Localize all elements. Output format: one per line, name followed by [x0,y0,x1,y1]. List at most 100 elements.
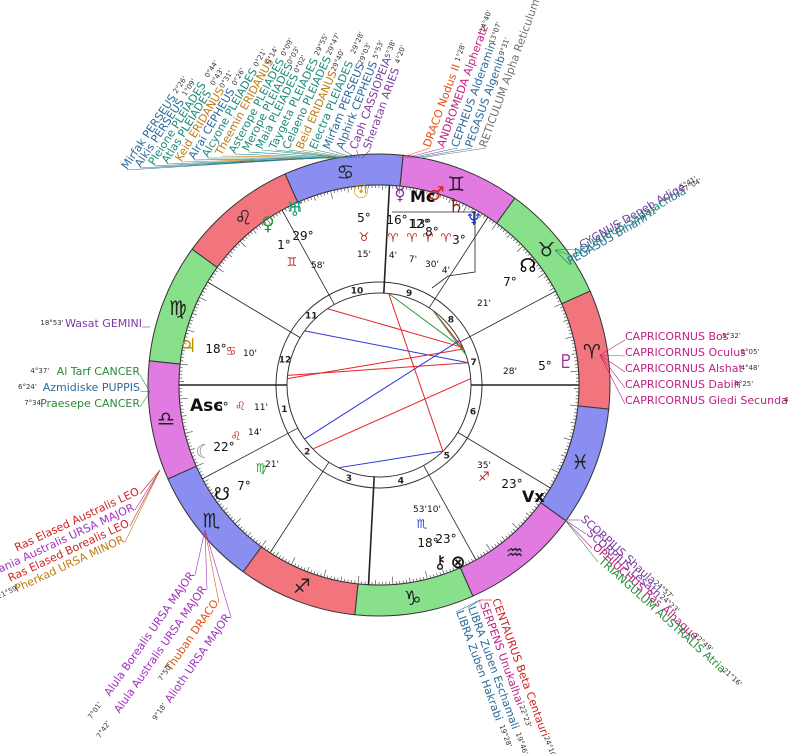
taurus-glyph-icon: ♉ [538,237,556,261]
leader-line [204,529,232,618]
cancer-glyph-icon: ♋ [336,160,354,184]
mercury-degree: 16° [386,213,407,227]
aspect-line [432,310,467,356]
mars-sign-icon: ♈ [407,231,418,245]
leader-line [315,149,353,159]
leader-line [554,249,577,258]
fixed-star-degree: 24°10' [542,735,557,754]
jupiter-minute: 10' [243,349,257,359]
neptune-minute: 4' [442,266,450,276]
fixed-star-degree: 5°32' [722,332,741,340]
fixed-star-degree: 5°05' [741,348,760,356]
fixed-star-name: CAPRICORNUS Dabih [625,378,741,391]
leader-line [409,147,459,159]
fixed-star-name: CAPRICORNUS Giedi Secunda [625,394,788,407]
fixed-star-name: CAPRICORNUS Oculus [625,346,746,359]
leader-line [139,390,151,393]
south-node-minute: 21' [265,460,279,470]
sun-sign-icon: ♉ [359,230,370,244]
house-number-1: 1 [281,405,287,415]
house-cusp-line [383,185,391,294]
virgo-glyph-icon: ♍ [169,296,187,320]
leader-line [139,469,161,495]
leader-line [599,354,626,389]
ascendant-sign-icon: ♌ [235,399,246,413]
house-number-3: 3 [346,474,352,484]
uranus-icon: ♅ [286,199,303,221]
fortune-degree: 23° [435,532,456,546]
house-number-4: 4 [398,477,404,487]
mars-degree: 12° [408,217,429,231]
vertex-minute: 35' [477,461,491,471]
mercury-sign-icon: ♈ [388,231,399,245]
fixed-star-degree: 14°40' [478,9,493,34]
sagittarius-glyph-icon: ♐ [293,574,311,598]
leader-line [261,149,343,159]
venus-sign-icon: ♊ [287,255,298,269]
aspect-line [312,378,471,450]
saturn-sign-icon: ♈ [423,231,434,245]
fixed-star-degree: 4°37' [30,367,49,375]
leader-line [399,147,431,159]
aquarius-glyph-icon: ♒ [506,540,524,564]
midheaven-label: Mc [410,187,435,206]
node-icon: ☊ [520,255,537,277]
chiron-icon: ⚷ [433,552,446,573]
planet-layer: ☉5°♉15'♅29°♀1°♊ 58'♃ 18°♋ 10'☾ 22°♌ 14'☿16°♈4… [179,181,574,573]
aries-glyph-icon: ♈ [583,339,601,363]
house-cusp-line [281,209,335,305]
leader-line [234,153,338,159]
leader-line [599,339,626,356]
leader-line [129,469,161,527]
mercury-icon: ☿ [394,183,406,205]
fixed-star-name: CAPRICORNUS Bos [625,330,729,343]
leader-line [342,149,358,159]
house-number-11: 11 [305,311,318,321]
house-cusp-line [367,476,375,585]
fixed-star-degree: 4°20' [394,44,408,64]
sun-icon: ☉ [352,181,369,203]
midheaven-degree: 13° [410,217,431,231]
leo-glyph-icon: ♌ [234,206,252,230]
jupiter-icon: ♃ [179,335,196,357]
leader-line [221,155,335,159]
moon-sign-icon: ♌ [231,429,242,443]
leader-line [302,149,350,159]
leader-line [204,529,220,604]
fixed-star-degree: 13°07' [488,21,503,46]
leader-line [134,469,161,511]
fixed-star-degree: 21°16' [721,667,744,689]
saturn-degree: 8° [425,225,439,239]
vertex-degree: 23° [501,477,522,491]
libra-glyph-icon: ♎ [157,407,175,431]
moon-icon: ☾ [195,441,212,463]
leader-line [455,599,481,613]
leader-line [139,391,151,408]
leader-line [564,519,593,549]
node-minute: 21' [477,299,491,309]
neptune-degree: 3° [452,233,466,247]
neptune-sign-icon: ♈ [441,231,452,245]
leader-line [419,147,487,159]
aspect-line [304,330,469,364]
house-number-9: 9 [406,289,412,299]
planet-cluster-bracket [392,211,476,289]
fixed-star-degree: 7°42' [95,720,112,740]
mars-icon: ♂ [427,183,444,205]
sagittarius-small-icon: ♐ [478,470,490,485]
ascendant-label: Asc [190,396,223,416]
fixed-star-degree: 18°53' [40,319,63,327]
fixed-star-degree: 4°48' [741,364,760,372]
mars-minute: 7' [409,255,417,265]
sun-degree: 5° [357,211,371,225]
south-node-degree: 7° [237,479,251,493]
neptune-icon: ♆ [465,208,482,230]
house-number-12: 12 [279,355,292,365]
house-cusp-line [460,290,556,343]
